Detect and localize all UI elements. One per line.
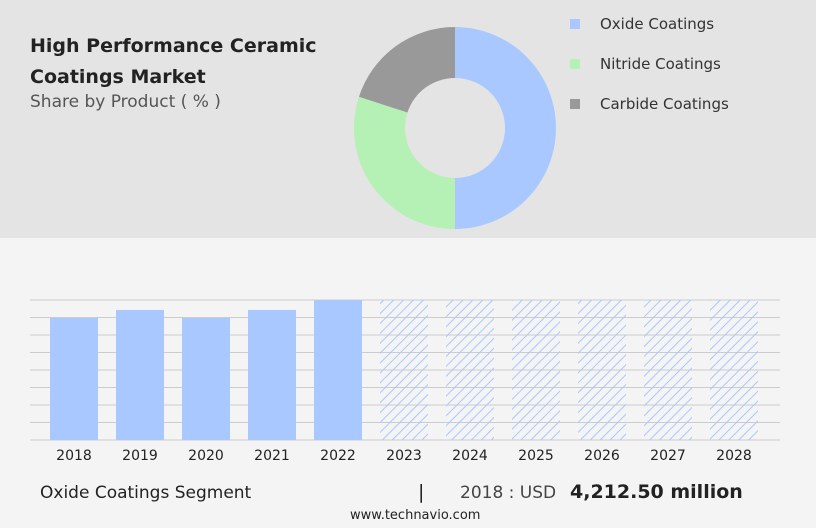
donut-slice bbox=[455, 27, 556, 229]
legend-swatch bbox=[570, 59, 580, 69]
forecast-placeholder bbox=[446, 300, 494, 440]
legend-swatch bbox=[570, 19, 580, 29]
bar bbox=[116, 309, 164, 440]
x-tick-label: 2021 bbox=[254, 448, 290, 464]
footer-segment: Oxide Coatings Segment bbox=[40, 483, 252, 503]
forecast-placeholder bbox=[644, 300, 692, 440]
forecast-placeholder bbox=[512, 300, 560, 440]
chart-title: High Performance Ceramic Coatings Market bbox=[30, 35, 317, 88]
donut-slice bbox=[358, 27, 455, 113]
bar bbox=[248, 309, 296, 440]
forecast-placeholder bbox=[380, 300, 428, 440]
x-tick-label: 2024 bbox=[452, 448, 488, 464]
x-tick-label: 2026 bbox=[584, 448, 620, 464]
footer-year: 2018 : USD bbox=[460, 483, 557, 503]
x-tick-label: 2022 bbox=[320, 448, 356, 464]
bar bbox=[50, 317, 98, 440]
x-tick-label: 2020 bbox=[188, 448, 224, 464]
legend-label: Carbide Coatings bbox=[600, 95, 729, 113]
bar bbox=[182, 317, 230, 440]
x-tick-label: 2023 bbox=[386, 448, 422, 464]
x-tick-label: 2027 bbox=[650, 448, 686, 464]
legend-swatch bbox=[570, 99, 580, 109]
legend-label: Nitride Coatings bbox=[600, 55, 721, 73]
footer-source: www.technavio.com bbox=[350, 508, 481, 523]
bar bbox=[314, 300, 362, 440]
donut-slice bbox=[353, 96, 455, 230]
x-tick-label: 2019 bbox=[122, 448, 158, 464]
chart-subtitle: Share by Product ( % ) bbox=[30, 92, 221, 112]
x-tick-label: 2028 bbox=[716, 448, 752, 464]
forecast-placeholder bbox=[710, 300, 758, 440]
footer-separator: | bbox=[418, 481, 425, 503]
forecast-placeholder bbox=[578, 300, 626, 440]
x-tick-label: 2025 bbox=[518, 448, 554, 464]
footer-value: 4,212.50 million bbox=[570, 481, 743, 503]
x-tick-label: 2018 bbox=[56, 448, 92, 464]
legend-label: Oxide Coatings bbox=[600, 15, 714, 33]
